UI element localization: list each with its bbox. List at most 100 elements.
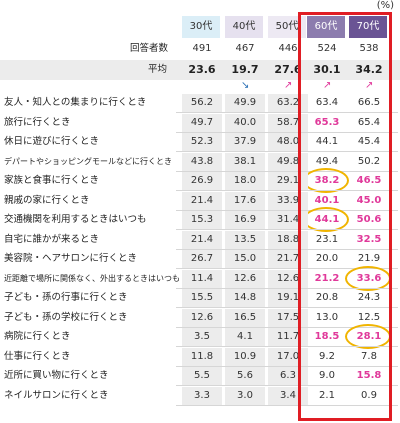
value-cell: 66.5	[357, 97, 381, 108]
value-cell: 3.4	[268, 386, 308, 405]
row-separator	[176, 268, 398, 269]
table-row: 親戚の家に行くとき 21.4 17.6 33.9 40.1 45.0	[0, 191, 400, 210]
value-cell: 21.9	[357, 253, 381, 264]
row-label: デパートやショッピングモールなどに行くとき	[4, 156, 172, 166]
value-cell: 17.5	[268, 308, 308, 327]
value-cell: 26.7	[182, 250, 222, 268]
value-cell: 38.1	[225, 152, 265, 171]
average-cell: 27.6	[274, 63, 302, 76]
value-cell: 21.2	[314, 272, 340, 284]
value-cell: 5.6	[225, 367, 265, 385]
value-cell: 3.5	[182, 328, 222, 346]
row-separator	[176, 404, 398, 406]
row-separator	[176, 229, 398, 230]
value-cell: 11.4	[182, 269, 222, 288]
value-cell: 46.5	[356, 175, 382, 186]
value-cell: 12.6	[268, 269, 308, 288]
table-row: 交通機関を利用するときはいつも 15.3 16.9 31.4 44.1 50.6	[0, 211, 400, 229]
respondents-cell: 538	[359, 43, 379, 54]
value-cell: 17.6	[225, 191, 265, 210]
row-separator	[176, 112, 398, 113]
row-label: 近所に買い物に行くとき	[4, 370, 109, 381]
row-separator	[176, 151, 398, 152]
respondents-cell: 467	[235, 43, 255, 54]
value-cell: 33.9	[268, 191, 308, 210]
row-label: 休日に遊びに行くとき	[4, 136, 100, 147]
value-cell: 45.4	[357, 136, 381, 147]
value-cell: 29.1	[268, 172, 308, 190]
value-cell: 65.3	[314, 116, 340, 128]
table-row: 旅行に行くとき 49.7 40.0 58.7 65.3 65.4	[0, 113, 400, 132]
value-cell: 23.1	[315, 233, 339, 245]
respondents-cell: 446	[278, 43, 298, 54]
row-separator	[176, 170, 398, 172]
value-cell: 20.8	[315, 292, 339, 303]
table-row: 子ども・孫の行事に行くとき 15.5 14.8 19.1 20.8 24.3	[0, 289, 400, 307]
value-cell: 26.9	[182, 172, 222, 190]
value-cell: 63.2	[268, 94, 308, 112]
value-cell: 13.0	[315, 311, 339, 323]
value-cell: 52.3	[182, 133, 222, 151]
table-row: 自宅に誰かが来るとき 21.4 13.5 18.8 23.1 32.5	[0, 230, 400, 249]
table-row: 近所に買い物に行くとき 5.5 5.6 6.3 9.0 15.8	[0, 367, 400, 385]
table-row: 家族と食事に行くとき 26.9 18.0 29.1 38.2 46.5	[0, 172, 400, 190]
column-header-0: 30代	[182, 16, 220, 38]
value-cell: 12.5	[357, 311, 381, 323]
row-separator	[176, 385, 398, 386]
column-header-2: 50代	[268, 16, 306, 38]
average-label: 平均	[148, 64, 168, 75]
row-label: 子ども・孫の行事に行くとき	[4, 292, 128, 303]
average-cell: 30.1	[313, 63, 341, 76]
average-cell: 23.6	[188, 63, 216, 76]
row-label: 家族と食事に行くとき	[4, 175, 100, 186]
value-cell: 49.4	[315, 155, 339, 167]
value-cell: 48.0	[268, 133, 308, 151]
respondents-label: 回答者数	[130, 43, 169, 54]
value-cell: 3.3	[182, 386, 222, 405]
row-label: 交通機関を利用するときはいつも	[4, 214, 147, 225]
value-cell: 16.5	[225, 308, 265, 327]
value-cell: 11.8	[182, 347, 222, 366]
column-header-1: 40代	[225, 16, 263, 38]
respondents-row: 回答者数 491 467 446 524 538	[0, 40, 400, 58]
value-cell: 6.3	[268, 367, 308, 385]
respondents-cell: 524	[317, 43, 337, 54]
value-cell: 20.0	[315, 253, 339, 264]
value-cell: 15.5	[182, 289, 222, 307]
value-cell: 9.0	[319, 370, 335, 381]
table-row: 友人・知人との集まりに行くとき 56.2 49.9 63.2 63.4 66.5	[0, 94, 400, 112]
value-cell: 15.8	[356, 370, 382, 381]
table-row: 美容院・ヘアサロンに行くとき 26.7 15.0 21.7 20.0 21.9	[0, 250, 400, 268]
value-cell: 21.7	[268, 250, 308, 268]
table-row: 仕事に行くとき 11.8 10.9 17.0 9.2 7.8	[0, 347, 400, 366]
value-cell: 31.4	[268, 211, 308, 229]
row-label: ネイルサロンに行くとき	[4, 389, 109, 401]
average-cell: 19.7	[231, 63, 259, 76]
table-row: 休日に遊びに行くとき 52.3 37.9 48.0 44.1 45.4	[0, 133, 400, 151]
row-separator	[176, 190, 398, 191]
value-cell: 9.2	[319, 350, 335, 362]
value-cell: 37.9	[225, 133, 265, 151]
value-cell: 18.8	[268, 230, 308, 249]
average-row: 平均 23.6 19.7 27.6 30.1 34.2	[0, 60, 400, 80]
row-separator	[176, 248, 398, 250]
value-cell: 12.6	[182, 308, 222, 327]
value-cell: 21.4	[182, 191, 222, 210]
value-cell: 3.0	[225, 386, 265, 405]
table-row: 近距離で場所に関係なく、外出するときはいつも 11.4 12.6 12.6 21.2 33…	[0, 269, 400, 288]
row-label: 子ども・孫の学校に行くとき	[4, 311, 128, 323]
value-cell: 19.1	[268, 289, 308, 307]
value-cell: 13.5	[225, 230, 265, 249]
row-label: 自宅に誰かが来るとき	[4, 233, 100, 245]
value-cell: 10.9	[225, 347, 265, 366]
value-cell: 21.4	[182, 230, 222, 249]
value-cell: 38.2	[314, 175, 340, 186]
value-cell: 4.1	[225, 328, 265, 346]
row-label: 病院に行くとき	[4, 331, 71, 342]
value-cell: 17.0	[268, 347, 308, 366]
row-label: 友人・知人との集まりに行くとき	[4, 97, 147, 108]
value-cell: 49.7	[182, 113, 222, 132]
trend-down-arrow-icon: ↘	[241, 80, 250, 91]
value-cell: 14.8	[225, 289, 265, 307]
value-cell: 15.3	[182, 211, 222, 229]
